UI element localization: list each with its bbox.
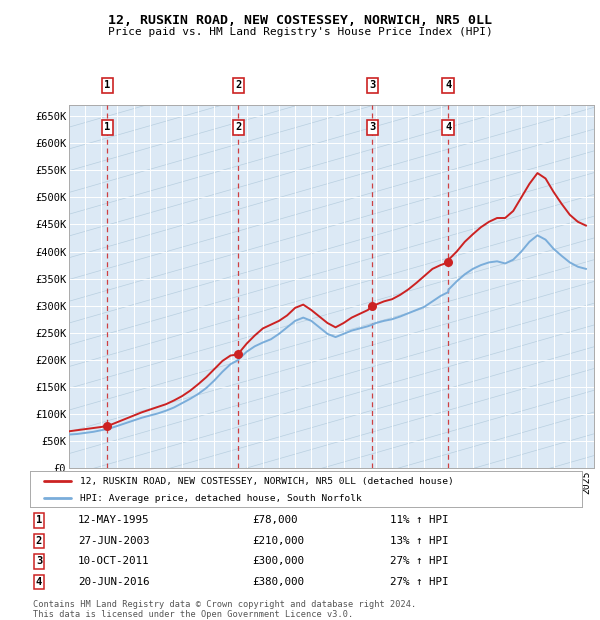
Text: 11% ↑ HPI: 11% ↑ HPI <box>390 515 449 526</box>
Text: 4: 4 <box>36 577 42 587</box>
Text: Contains HM Land Registry data © Crown copyright and database right 2024.
This d: Contains HM Land Registry data © Crown c… <box>33 600 416 619</box>
Text: 20-JUN-2016: 20-JUN-2016 <box>78 577 149 587</box>
Text: 10-OCT-2011: 10-OCT-2011 <box>78 556 149 567</box>
Text: £78,000: £78,000 <box>252 515 298 526</box>
Text: 27-JUN-2003: 27-JUN-2003 <box>78 536 149 546</box>
Text: 3: 3 <box>36 556 42 567</box>
Text: 2: 2 <box>36 536 42 546</box>
Text: 12, RUSKIN ROAD, NEW COSTESSEY, NORWICH, NR5 0LL (detached house): 12, RUSKIN ROAD, NEW COSTESSEY, NORWICH,… <box>80 477 454 485</box>
Text: 27% ↑ HPI: 27% ↑ HPI <box>390 577 449 587</box>
Text: 27% ↑ HPI: 27% ↑ HPI <box>390 556 449 567</box>
Text: £380,000: £380,000 <box>252 577 304 587</box>
Text: 1: 1 <box>104 81 110 91</box>
Text: 1: 1 <box>36 515 42 526</box>
Text: 13% ↑ HPI: 13% ↑ HPI <box>390 536 449 546</box>
Text: 2: 2 <box>235 81 242 91</box>
Text: 3: 3 <box>369 122 376 132</box>
Text: 4: 4 <box>445 122 451 132</box>
Text: 2: 2 <box>235 122 242 132</box>
Text: 3: 3 <box>369 81 376 91</box>
Text: £300,000: £300,000 <box>252 556 304 567</box>
Text: 12-MAY-1995: 12-MAY-1995 <box>78 515 149 526</box>
Text: HPI: Average price, detached house, South Norfolk: HPI: Average price, detached house, Sout… <box>80 494 361 503</box>
Text: Price paid vs. HM Land Registry's House Price Index (HPI): Price paid vs. HM Land Registry's House … <box>107 27 493 37</box>
Text: 1: 1 <box>104 122 110 132</box>
Text: 4: 4 <box>445 81 451 91</box>
Text: £210,000: £210,000 <box>252 536 304 546</box>
Text: 12, RUSKIN ROAD, NEW COSTESSEY, NORWICH, NR5 0LL: 12, RUSKIN ROAD, NEW COSTESSEY, NORWICH,… <box>108 14 492 27</box>
